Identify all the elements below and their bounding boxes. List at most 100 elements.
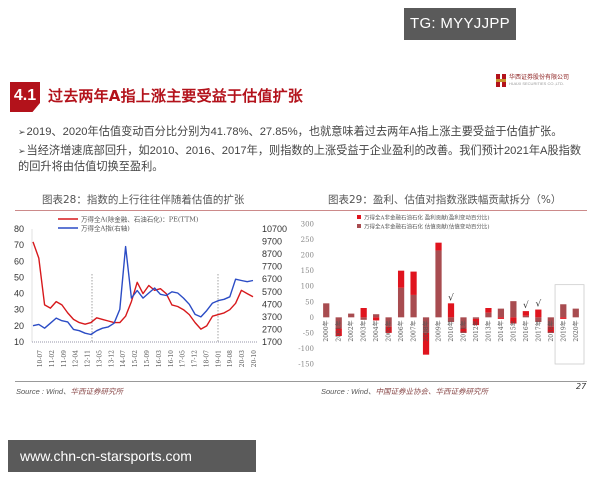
line-chart: 10 20 30 40 50 60 70 80 1700 2700 3700 4700 5700 670… <box>14 215 287 368</box>
divider <box>290 210 587 211</box>
svg-text:40: 40 <box>14 289 24 299</box>
svg-text:15-09: 15-09 <box>144 350 151 367</box>
arrow-bullet-icon: ➢ <box>18 127 26 137</box>
svg-text:7700: 7700 <box>262 262 282 272</box>
svg-text:70: 70 <box>14 240 24 250</box>
svg-text:16-10: 16-10 <box>168 350 175 367</box>
arrow-bullet-icon: ➢ <box>18 146 26 156</box>
svg-text:11-02: 11-02 <box>49 350 56 367</box>
bar-chart: -150 -100 -50 0 50 100 150 200 250 300 2000年 2001年… <box>298 214 585 369</box>
watermark-tg: TG: MYYJJPP <box>404 8 516 40</box>
svg-text:√: √ <box>535 299 541 310</box>
svg-text:2015年: 2015年 <box>509 320 517 341</box>
x-axis: 2000年 2001年 2002年 2003年 2004年 2005年 2006年 2007年… <box>322 320 580 341</box>
svg-text:2000年: 2000年 <box>322 320 330 341</box>
svg-text:60: 60 <box>14 256 24 266</box>
svg-text:2006年: 2006年 <box>397 320 405 341</box>
svg-text:19-01: 19-01 <box>215 350 222 367</box>
logo-name-cn: 华西证券股份有限公司 <box>509 74 570 81</box>
svg-text:√: √ <box>523 300 529 311</box>
svg-text:17-05: 17-05 <box>180 350 187 367</box>
svg-text:10-07: 10-07 <box>37 350 44 367</box>
divider <box>15 381 297 382</box>
svg-text:3700: 3700 <box>262 312 282 322</box>
legend: 万得全A非金融石油石化 盈利贡献(盈利变动百分比)万得全A非金融石油石化 估值贡… <box>357 214 490 231</box>
svg-text:2003年: 2003年 <box>360 320 368 341</box>
svg-text:30: 30 <box>14 305 24 315</box>
svg-text:10: 10 <box>14 337 24 347</box>
svg-text:万得全A非金融石油石化 盈利贡献(盈利变动百分比): 万得全A非金融石油石化 盈利贡献(盈利变动百分比) <box>364 214 490 222</box>
svg-text:2700: 2700 <box>262 324 282 334</box>
svg-text:13-12: 13-12 <box>108 350 115 367</box>
svg-text:0: 0 <box>310 314 314 322</box>
svg-text:18-07: 18-07 <box>203 350 210 367</box>
svg-text:2001年: 2001年 <box>335 320 343 341</box>
svg-text:2017年: 2017年 <box>534 320 542 341</box>
svg-text:4700: 4700 <box>262 299 282 309</box>
left-y-axis: 10 20 30 40 50 60 70 80 <box>14 224 33 347</box>
svg-text:2005年: 2005年 <box>385 320 393 341</box>
svg-text:2008年: 2008年 <box>422 320 430 341</box>
divider <box>297 381 587 382</box>
svg-text:-150: -150 <box>298 361 314 369</box>
source-org: 华西证券研究所 <box>70 387 124 396</box>
svg-text:2002年: 2002年 <box>347 320 355 341</box>
bullet-text: 2019、2020年估值变动百分比分别为41.78%、27.85%，也就意味着过… <box>26 126 563 138</box>
svg-text:2016年: 2016年 <box>522 320 530 341</box>
svg-text:-50: -50 <box>303 329 314 337</box>
svg-text:2004年: 2004年 <box>372 320 380 341</box>
svg-text:2014年: 2014年 <box>497 320 505 341</box>
bullet-text: 当经济增速底部回升，如2010、2016、2017年，则指数的上涨受益于企业盈利… <box>18 145 582 173</box>
y-axis: -150 -100 -50 0 50 100 150 200 250 300 <box>298 221 314 369</box>
svg-text:万得全A非金融石油石化 估值贡献(估值变动百分比): 万得全A非金融石油石化 估值贡献(估值变动百分比) <box>364 223 490 231</box>
svg-text:12-04: 12-04 <box>73 350 80 367</box>
left-source: Source : Wind、华西证券研究所 <box>16 386 123 397</box>
bullet-item: ➢2019、2020年估值变动百分比分别为41.78%、27.85%，也就意味着… <box>18 124 588 140</box>
svg-text:14-07: 14-07 <box>120 350 127 367</box>
svg-text:20-03: 20-03 <box>239 350 246 367</box>
x-axis: 10-07 11-02 11-09 12-04 12-11 13-05 13-12 14-07… <box>32 341 258 367</box>
svg-text:2009年: 2009年 <box>435 320 443 341</box>
svg-text:13-05: 13-05 <box>96 350 103 367</box>
svg-text:19-08: 19-08 <box>227 350 234 367</box>
svg-text:11-09: 11-09 <box>61 350 68 367</box>
right-y-axis: 1700 2700 3700 4700 5700 6700 7700 8700 9700 1070… <box>262 224 287 347</box>
logo-name-en: HUAXI SECURITIES CO.,LTD. <box>509 81 565 86</box>
bars <box>323 242 579 355</box>
logo-mark-icon <box>496 74 506 87</box>
svg-text:17-12: 17-12 <box>192 350 199 367</box>
bullet-list: ➢2019、2020年估值变动百分比分别为41.78%、27.85%，也就意味着… <box>18 124 588 178</box>
page-number: 27 <box>576 382 587 391</box>
svg-text:2020年: 2020年 <box>572 320 580 341</box>
svg-text:6700: 6700 <box>262 274 282 284</box>
right-source: Source : Wind、中国证券业协会、华西证券研究所 <box>321 386 488 397</box>
svg-text:2011年: 2011年 <box>459 320 467 341</box>
svg-text:20: 20 <box>14 321 24 331</box>
svg-text:2010年: 2010年 <box>447 320 455 341</box>
svg-text:300: 300 <box>301 221 314 229</box>
svg-text:2012年: 2012年 <box>472 320 480 341</box>
svg-text:8700: 8700 <box>262 249 282 259</box>
watermark-url: www.chn-cn-starsports.com <box>8 440 256 472</box>
svg-text:2019年: 2019年 <box>559 320 567 341</box>
svg-text:50: 50 <box>305 298 314 306</box>
svg-text:250: 250 <box>301 236 314 244</box>
page-title: 过去两年A指上涨主要受益于估值扩张 <box>48 87 304 105</box>
bullet-item: ➢当经济增速底部回升，如2010、2016、2017年，则指数的上涨受益于企业盈… <box>18 143 588 175</box>
svg-text:15-02: 15-02 <box>132 350 139 367</box>
svg-text:50: 50 <box>14 272 24 282</box>
svg-text:9700: 9700 <box>262 237 282 247</box>
svg-text:-100: -100 <box>298 345 314 353</box>
source-org: 中国证券业协会、华西证券研究所 <box>375 387 489 396</box>
svg-text:2013年: 2013年 <box>484 320 492 341</box>
plot-lines <box>32 241 254 342</box>
legend: 万得全A(除金融、石油石化)：PE(TTM)万得全A指(右轴) <box>58 215 199 233</box>
svg-text:10700: 10700 <box>262 224 287 234</box>
svg-text:5700: 5700 <box>262 287 282 297</box>
svg-text:100: 100 <box>301 283 314 291</box>
svg-text:150: 150 <box>301 267 314 275</box>
svg-text:20-10: 20-10 <box>251 350 258 367</box>
svg-text:200: 200 <box>301 252 314 260</box>
svg-text:80: 80 <box>14 224 24 234</box>
annotations: √ √ √ <box>448 284 585 365</box>
